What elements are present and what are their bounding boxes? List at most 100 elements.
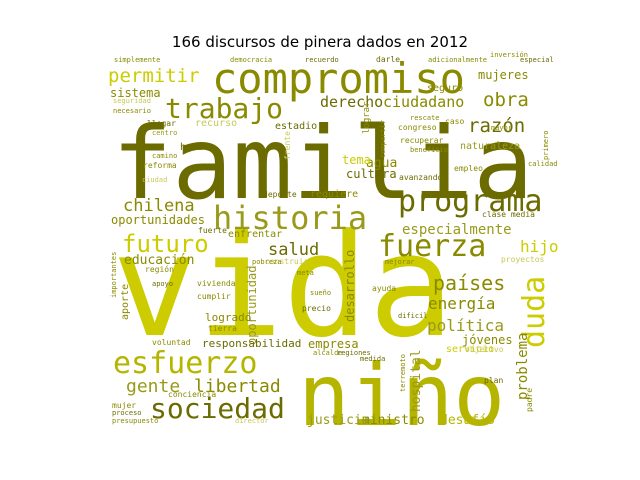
cloud-word: recurso (195, 118, 237, 129)
cloud-word: adicionalmente (428, 56, 487, 64)
cloud-word: educación (124, 253, 194, 268)
cloud-word: presupuesto (112, 417, 158, 425)
cloud-word: calidad (528, 160, 558, 168)
cloud-word: rescate (410, 114, 440, 122)
cloud-word: regiones (337, 349, 371, 357)
cloud-word: energía (428, 294, 495, 313)
cloud-word: naturaleza (460, 141, 520, 152)
cloud-word: esfuerzo (113, 346, 258, 381)
cloud-word: programa (398, 184, 543, 219)
cloud-word: tema (342, 153, 371, 167)
cloud-word: hijo (520, 237, 559, 256)
cloud-word: enfrentar (228, 229, 282, 240)
cloud-word: seguro (427, 83, 463, 94)
cloud-word: reforma (143, 161, 177, 170)
cloud-word: tierra (208, 324, 237, 333)
cloud-word: oportunidades (111, 213, 205, 227)
cloud-word: ministro (362, 413, 425, 428)
cloud-word: justicia (307, 413, 370, 428)
cloud-word: hospital (409, 349, 424, 412)
cloud-word: centro (152, 129, 177, 137)
cloud-word: primero (542, 130, 550, 160)
cloud-word: especial (520, 56, 554, 64)
cloud-word: especialmente (402, 222, 512, 238)
cloud-word: proceso (112, 409, 142, 417)
cloud-word: recuperar (400, 136, 444, 145)
cloud-word: desafío (440, 413, 495, 428)
cloud-word: clase media (482, 210, 535, 219)
cloud-word: servicio (446, 344, 494, 355)
cloud-word: mujer (112, 401, 136, 410)
cloud-word: conciencia (168, 390, 216, 399)
cloud-word: razón (468, 115, 525, 137)
cloud-word: beneficio (410, 146, 448, 154)
cloud-word: hombre (180, 142, 216, 153)
cloud-word: gente (126, 376, 180, 397)
cloud-word: permitir (108, 65, 200, 87)
cloud-word: ciudad (142, 176, 167, 184)
cloud-word: medida (360, 355, 385, 363)
cloud-word: congreso (398, 123, 437, 132)
cloud-word: alcalde (313, 349, 343, 357)
cloud-word: problema (515, 333, 531, 400)
cloud-word: camino (152, 152, 177, 160)
cloud-word: jóvenes (462, 333, 513, 347)
cloud-word: llegar (147, 119, 176, 128)
cloud-word: ayuda (372, 284, 396, 293)
cloud-word: vivienda (197, 279, 236, 288)
cloud-word: niño (298, 346, 505, 446)
cloud-word: futuro (122, 230, 209, 258)
cloud-word: estadio (275, 121, 317, 132)
cloud-word: democracia (230, 56, 272, 64)
cloud-word: fuerza (378, 229, 486, 264)
cloud-word: proyectos (501, 255, 545, 264)
cloud-word: cultura (346, 167, 397, 181)
cloud-word: simplemente (114, 56, 160, 64)
cloud-word: sociedad (150, 392, 285, 425)
cloud-word: empleo (454, 164, 483, 173)
cloud-word: necesario (113, 107, 151, 115)
cloud-word: sistema (110, 86, 161, 100)
cloud-word: dificil (398, 312, 428, 320)
cloud-word: inversión (490, 51, 528, 59)
cloud-word: deporte (263, 190, 297, 199)
cloud-word: padre (525, 388, 534, 412)
cloud-word: libertad (194, 376, 281, 397)
cloud-word: derecho (320, 93, 383, 111)
cloud-word: salud (268, 240, 319, 260)
cloud-word: caso (445, 117, 464, 126)
cloud-word: cumplir (197, 292, 231, 301)
cloud-word: mayor (491, 124, 512, 132)
cloud-word: compartir (379, 120, 387, 158)
cloud-word: compromiso (212, 54, 465, 103)
cloud-word: construir (265, 257, 309, 266)
cloud-word: requiere (310, 189, 358, 200)
cloud-word: obra (483, 89, 529, 111)
cloud-word: familia (112, 105, 533, 222)
cloud-word: objetivo (465, 345, 504, 354)
cloud-word: plan (484, 376, 503, 385)
cloud-word: recuerdo (305, 56, 339, 64)
cloud-word: mejorar (385, 258, 415, 266)
cloud-word: trabajo (165, 92, 283, 125)
cloud-word: responsabilidad (202, 337, 301, 350)
cloud-word: apoyo (152, 280, 173, 288)
cloud-word: darle (376, 55, 400, 64)
cloud-word: seguridad (113, 97, 151, 105)
cloud-word: mujeres (478, 68, 529, 82)
cloud-word: ciudadano (383, 93, 464, 111)
cloud-word: meta (297, 269, 314, 277)
cloud-word: avanzando (399, 173, 443, 182)
cloud-word: pobreza (252, 258, 282, 266)
cloud-word: agua (366, 156, 397, 171)
cloud-word: fuerte (198, 226, 227, 235)
cloud-word: región (145, 264, 174, 274)
cloud-word: director (235, 417, 269, 425)
cloud-word: desarrollo (343, 250, 357, 322)
cloud-word: países (433, 271, 505, 295)
cloud-word: aporte (120, 284, 131, 320)
cloud-word: política (427, 316, 504, 335)
cloud-word: empresa (308, 337, 359, 351)
cloud-word: frente (283, 131, 292, 160)
cloud-word: precio (302, 304, 331, 313)
